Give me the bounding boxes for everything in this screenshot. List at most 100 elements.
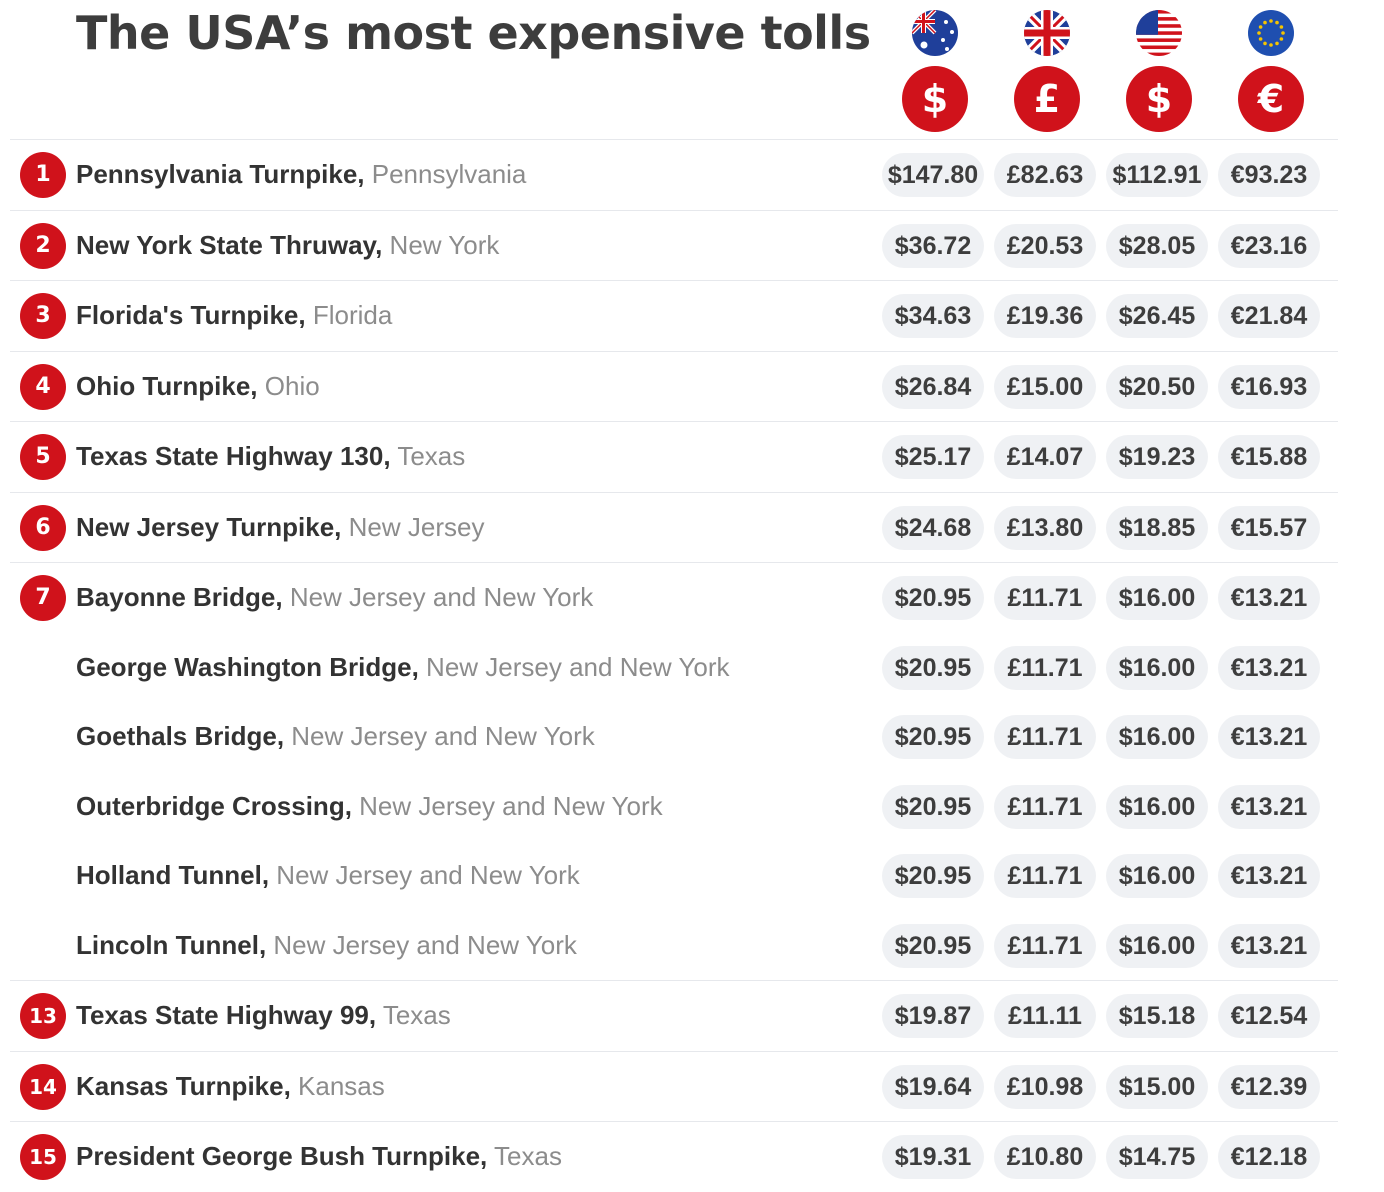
rank-badge: 3 — [20, 293, 66, 339]
toll-value-gbp: £10.80 — [994, 1135, 1096, 1179]
currency-column-header: $ — [895, 10, 975, 132]
rank-badge: 2 — [20, 222, 66, 269]
road-name: Outerbridge Crossing, — [76, 790, 352, 821]
toll-value-usd: $26.45 — [1106, 294, 1208, 338]
table-row: Holland Tunnel, New Jersey and New York $… — [10, 841, 1338, 911]
toll-value-usd: $16.00 — [1106, 784, 1208, 829]
toll-value-gbp: £11.71 — [994, 784, 1096, 829]
table-row: George Washington Bridge, New Jersey and… — [10, 632, 1338, 702]
toll-value-gbp: £15.00 — [994, 364, 1096, 409]
toll-value-aud: $20.95 — [882, 854, 984, 898]
state-name: New Jersey — [341, 511, 485, 542]
road-name: Ohio Turnpike, — [76, 370, 258, 401]
table-row: 13 Texas State Highway 99, Texas $19.87 £11… — [10, 980, 1338, 1051]
toll-value-aud: $20.95 — [882, 784, 984, 829]
toll-value-aud: $26.84 — [882, 364, 984, 409]
road-name: New York State Thruway, — [76, 229, 383, 260]
toll-value-gbp: £11.71 — [994, 715, 1096, 759]
table-row: Goethals Bridge, New Jersey and New York… — [10, 702, 1338, 772]
toll-value-gbp: £19.36 — [994, 294, 1096, 338]
toll-value-gbp: £11.71 — [994, 854, 1096, 898]
toll-value-gbp: £20.53 — [994, 223, 1096, 268]
toll-value-usd: $20.50 — [1106, 364, 1208, 409]
currency-column-header: $ — [1119, 10, 1199, 132]
toll-value-eur: €12.18 — [1218, 1135, 1320, 1179]
state-name: Florida — [305, 300, 393, 330]
road-name: Lincoln Tunnel, — [76, 929, 267, 960]
toll-value-gbp: £11.71 — [994, 923, 1096, 968]
toll-value-gbp: £11.71 — [994, 576, 1096, 620]
toll-value-usd: $28.05 — [1106, 223, 1208, 268]
toll-name: Florida's Turnpike, Florida — [76, 281, 392, 350]
toll-value-usd: $112.91 — [1106, 153, 1208, 197]
toll-value-eur: €13.21 — [1218, 645, 1320, 690]
toll-value-eur: €12.54 — [1218, 994, 1320, 1038]
uk-flag-icon — [1024, 10, 1070, 56]
toll-value-aud: $34.63 — [882, 294, 984, 338]
currency-symbol: $ — [902, 66, 968, 132]
toll-value-eur: €93.23 — [1218, 153, 1320, 197]
toll-value-usd: $15.18 — [1106, 994, 1208, 1038]
rank-badge: 5 — [20, 434, 66, 480]
toll-value-eur: €16.93 — [1218, 364, 1320, 409]
state-name: New Jersey and New York — [351, 790, 663, 821]
rank-badge: 4 — [20, 363, 66, 410]
toll-name: Texas State Highway 130, Texas — [76, 422, 465, 491]
road-name: Holland Tunnel, — [76, 860, 270, 890]
toll-name: Bayonne Bridge, New Jersey and New York — [76, 563, 593, 632]
state-name: New York — [382, 229, 500, 260]
state-name: New Jersey and New York — [282, 582, 594, 612]
table-row: 3 Florida's Turnpike, Florida $34.63 £19.36… — [10, 280, 1338, 351]
table-row: 5 Texas State Highway 130, Texas $25.17 £14… — [10, 421, 1338, 492]
toll-name: Pennsylvania Turnpike, Pennsylvania — [76, 140, 526, 209]
rank-badge: 1 — [20, 152, 66, 198]
toll-value-eur: €15.88 — [1218, 435, 1320, 479]
toll-name: Holland Tunnel, New Jersey and New York — [76, 841, 580, 910]
toll-value-eur: €13.21 — [1218, 923, 1320, 968]
rank-badge: 7 — [20, 575, 66, 621]
state-name: Ohio — [257, 370, 320, 401]
road-name: Bayonne Bridge, — [76, 582, 283, 612]
state-name: New Jersey and New York — [266, 929, 577, 960]
currency-column-header: £ — [1007, 10, 1087, 132]
toll-value-gbp: £82.63 — [994, 153, 1096, 197]
toll-value-eur: €13.21 — [1218, 854, 1320, 898]
toll-name: President George Bush Turnpike, Texas — [76, 1122, 562, 1191]
table-row: 6 New Jersey Turnpike, New Jersey $24.68 £1… — [10, 491, 1338, 562]
toll-value-eur: €13.21 — [1218, 576, 1320, 620]
road-name: New Jersey Turnpike, — [76, 511, 342, 542]
toll-value-eur: €12.39 — [1218, 1064, 1320, 1109]
road-name: George Washington Bridge, — [76, 651, 419, 682]
rank-badge: 13 — [20, 993, 66, 1039]
table-row: 2 New York State Thruway, New York $36.72 £… — [10, 209, 1338, 280]
table-row: 7 Bayonne Bridge, New Jersey and New York… — [10, 562, 1338, 633]
toll-value-usd: $16.00 — [1106, 923, 1208, 968]
toll-value-aud: $19.31 — [882, 1135, 984, 1179]
toll-value-usd: $18.85 — [1106, 505, 1208, 550]
road-name: Texas State Highway 130, — [76, 441, 391, 471]
road-name: President George Bush Turnpike, — [76, 1141, 488, 1171]
toll-value-gbp: £10.98 — [994, 1064, 1096, 1109]
toll-value-usd: $16.00 — [1106, 576, 1208, 620]
toll-value-usd: $16.00 — [1106, 715, 1208, 759]
toll-name: Kansas Turnpike, Kansas — [76, 1052, 385, 1121]
toll-value-eur: €21.84 — [1218, 294, 1320, 338]
table-row: Outerbridge Crossing, New Jersey and New… — [10, 771, 1338, 841]
state-name: Kansas — [290, 1070, 385, 1101]
state-name: Texas — [376, 1000, 451, 1030]
toll-name: Goethals Bridge, New Jersey and New York — [76, 702, 595, 771]
currency-symbol: £ — [1014, 66, 1080, 132]
toll-name: Lincoln Tunnel, New Jersey and New York — [76, 911, 577, 980]
table-row: 14 Kansas Turnpike, Kansas $19.64 £10.98 $15… — [10, 1050, 1338, 1121]
toll-name: Outerbridge Crossing, New Jersey and New… — [76, 772, 663, 841]
toll-value-aud: $20.95 — [882, 715, 984, 759]
toll-name: New York State Thruway, New York — [76, 211, 499, 280]
table-row: 1 Pennsylvania Turnpike, Pennsylvania $147… — [10, 139, 1338, 210]
toll-name: Texas State Highway 99, Texas — [76, 981, 451, 1050]
state-name: New Jersey and New York — [418, 651, 730, 682]
currency-column-header: € — [1231, 10, 1311, 132]
toll-value-usd: $19.23 — [1106, 435, 1208, 479]
rank-badge: 14 — [20, 1063, 66, 1110]
eu-flag-icon — [1248, 10, 1294, 56]
toll-name: George Washington Bridge, New Jersey and… — [76, 633, 730, 702]
